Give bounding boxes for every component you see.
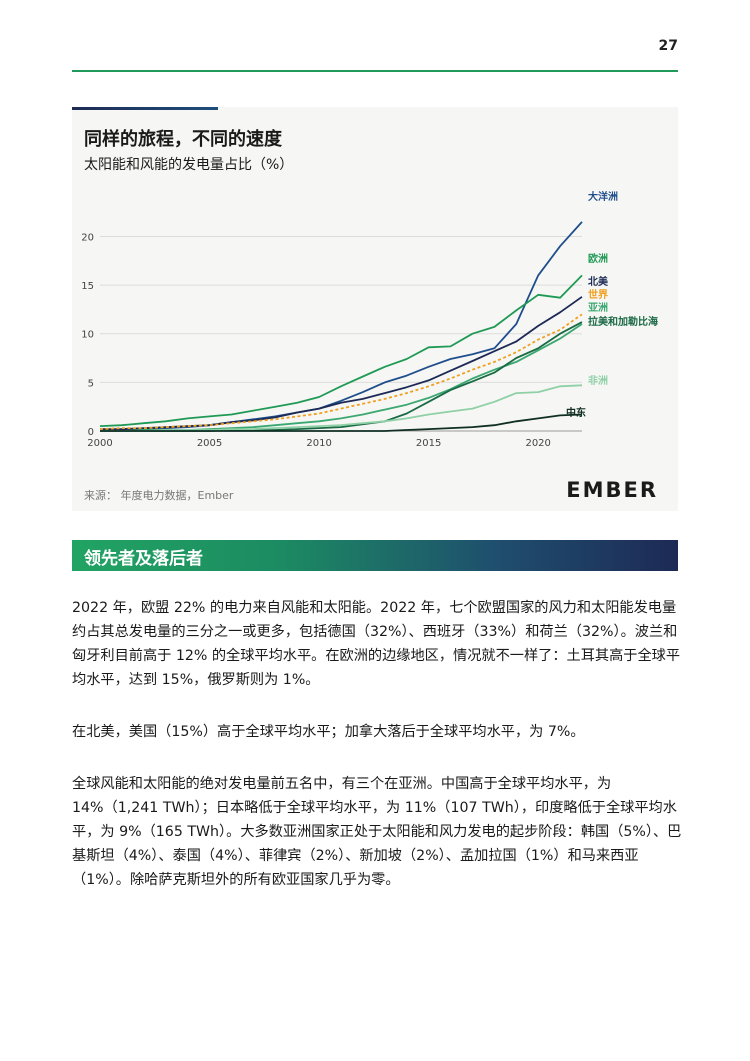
chart-accent-bar <box>72 107 218 110</box>
series-label: 非洲 <box>588 374 608 387</box>
ember-logo: EMBER <box>566 478 658 502</box>
series-label: 大洋洲 <box>588 190 618 203</box>
y-tick-label: 15 <box>81 281 94 292</box>
x-tick-label: 2015 <box>416 438 441 449</box>
chart-subtitle: 太阳能和风能的发电量占比（%） <box>84 157 294 173</box>
chart-title: 同样的旅程，不同的速度 <box>84 129 282 150</box>
series-line <box>100 323 583 432</box>
series-line <box>100 221 583 431</box>
series-label: 拉美和加勒比海 <box>588 315 658 328</box>
page-number: 27 <box>658 38 678 54</box>
x-tick-label: 2005 <box>197 438 222 449</box>
chart-card: 同样的旅程，不同的速度 太阳能和风能的发电量占比（%） 0 5 10 15 20 2000… <box>72 107 678 511</box>
series-label: 欧洲 <box>588 252 608 265</box>
section-heading-bar: 领先者及落后者 <box>72 540 678 571</box>
series-line <box>100 296 583 430</box>
x-tick-label: 2020 <box>525 438 550 449</box>
x-tick-label: 2010 <box>306 438 331 449</box>
chart-source: 来源： 年度电力数据，Ember <box>84 489 234 502</box>
header-rule <box>72 70 678 72</box>
series-line <box>100 321 583 432</box>
series-line <box>99 274 583 427</box>
series-line <box>100 384 583 432</box>
series-label: 中东 <box>566 406 586 419</box>
body-paragraph-1: 2022 年，欧盟 22% 的电力来自风能和太阳能。2022 年，七个欧盟国家的… <box>72 600 681 688</box>
x-tick-label: 2000 <box>87 438 112 449</box>
body-paragraph-3: 全球风能和太阳能的绝对发电量前五名中，有三个在亚洲。中国高于全球平均水平，为 1… <box>72 776 682 888</box>
line-chart: 0 5 10 15 20 2000 2005 2010 2015 2020 大洋洲欧洲北美世界亚洲拉… <box>81 190 658 449</box>
series-label: 北美 <box>588 275 609 288</box>
y-tick-label: 20 <box>81 232 94 243</box>
series-line <box>99 313 583 430</box>
y-tick-label: 10 <box>81 330 94 341</box>
series-label: 世界 <box>588 288 608 301</box>
y-tick-label: 5 <box>88 378 94 389</box>
section-heading: 领先者及落后者 <box>84 549 203 569</box>
series-line <box>100 413 583 432</box>
body-paragraph-2: 在北美，美国（15%）高于全球平均水平；加拿大落后于全球平均水平，为 7%。 <box>72 724 585 740</box>
y-tick-label: 0 <box>88 427 94 438</box>
series-label: 亚洲 <box>588 302 608 314</box>
